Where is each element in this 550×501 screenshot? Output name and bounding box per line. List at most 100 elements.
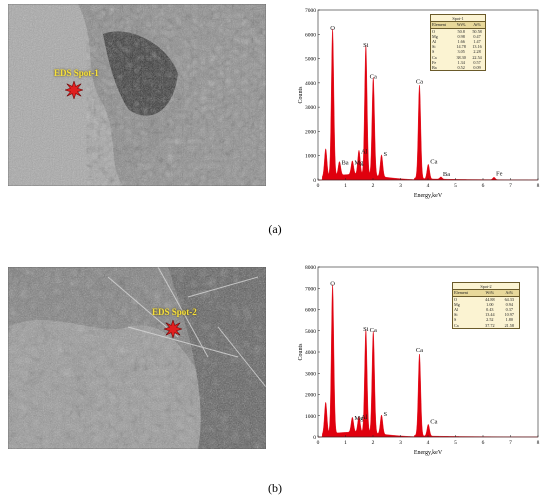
spot-marker-icon [65, 81, 83, 99]
table-cell: 0.43 [486, 307, 494, 313]
panel-a: EDS Spot-1 0 1 2 3 4 5 6 7 8 0 1000 2000 3000 4000 500… [0, 0, 550, 250]
table-title: Spot-2 [453, 283, 519, 290]
table-cell: 1.66 [457, 39, 465, 45]
x-tick-label: 6 [482, 183, 485, 189]
table-row: Mg 0.98 0.47 [431, 34, 485, 39]
y-tick-label: 3000 [305, 105, 316, 111]
table-cell: 1.80 [505, 317, 513, 323]
peak-label: Ca [430, 418, 437, 425]
table-cell: 1.34 [457, 59, 465, 65]
table-cell: O [454, 296, 458, 302]
table-cell: 22.54 [472, 54, 482, 60]
y-tick-label: 0 [313, 435, 316, 441]
spot-label-b: EDS Spot-2 [152, 307, 197, 317]
peak-label: Ba [443, 171, 450, 178]
spot-label-a: EDS Spot-1 [54, 68, 99, 78]
y-tick-label: 0 [313, 178, 316, 184]
sem-image-b [8, 267, 266, 449]
caption-a: (a) [268, 222, 282, 236]
y-axis-label: Counts [298, 86, 304, 104]
x-tick-label: 7 [509, 440, 512, 446]
table-row: O 50.8 50.58 [431, 28, 485, 34]
table-cell: 10.97 [504, 312, 514, 318]
table-row: Mg 1.00 0.94 [453, 302, 519, 307]
x-tick-label: 8 [537, 440, 540, 446]
peak-label: Mg [354, 159, 364, 166]
table-row: Al 0.43 0.37 [453, 307, 519, 312]
x-tick-label: 0 [317, 183, 320, 189]
table-cell: 14.78 [456, 44, 466, 50]
x-tick-label: 6 [482, 440, 485, 446]
eds-spectrum-a: 0 1 2 3 4 5 6 7 8 0 1000 2000 3000 4000 5000 6000 7000 En… [292, 2, 550, 202]
x-tick-label: 8 [537, 183, 540, 189]
table-row: Ba 0.52 0.09 [431, 65, 485, 70]
x-tick-label: 7 [509, 183, 512, 189]
table-row: Fe 1.34 0.57 [431, 60, 485, 65]
x-tick-label: 3 [399, 440, 402, 446]
x-tick-label: 5 [454, 183, 457, 189]
sem-micrograph-a [8, 4, 266, 186]
peak-label: Ca [416, 79, 423, 86]
peak-label: Al [361, 149, 368, 156]
x-tick-label: 2 [372, 183, 375, 189]
table-cell: 44.88 [485, 296, 495, 302]
table-cell: 0.98 [457, 33, 465, 39]
table-cell: 37.72 [485, 322, 495, 328]
x-tick-label: 4 [427, 440, 430, 446]
peak-label: Ca [430, 158, 437, 165]
y-tick-label: 1000 [305, 154, 316, 160]
peak-label: Ca [370, 74, 377, 81]
peak-label: S [384, 411, 388, 418]
peak-label: S [384, 151, 388, 158]
table-cell: Fe [432, 59, 437, 65]
table-cell: S [432, 49, 435, 55]
x-axis-label: Energy,keV [414, 450, 443, 456]
x-tick-label: 5 [454, 440, 457, 446]
peak-label: Al [361, 414, 368, 421]
table-cell: 0.94 [505, 301, 513, 307]
x-tick-label: 1 [344, 183, 347, 189]
spot-marker-icon [164, 320, 182, 338]
table-cell: Ba [432, 65, 437, 70]
table-header: At% [469, 22, 485, 29]
x-tick-label: 3 [399, 183, 402, 189]
y-tick-label: 4000 [305, 81, 316, 87]
table-cell: 21.58 [504, 322, 514, 328]
table-header: Wt% [453, 22, 470, 29]
table-row: Al 1.66 1.47 [431, 39, 485, 44]
y-axis-label: Counts [298, 343, 304, 361]
table-header: Element [431, 22, 454, 29]
table-cell: Mg [454, 301, 460, 307]
peak-label: O [330, 280, 335, 287]
table-cell: 2.52 [486, 317, 494, 323]
y-tick-label: 7000 [305, 286, 316, 292]
composition-table-a: Spot-1 Element Wt% At% O 50.8 50.58 Mg 0.98 0… [430, 14, 486, 72]
caption-b: (b) [268, 481, 282, 495]
x-tick-label: 4 [427, 183, 430, 189]
table-row: Ca 38.30 22.54 [431, 55, 485, 60]
table-header: At% [499, 290, 519, 297]
table-cell: Al [432, 39, 437, 45]
table-row: Si 14.78 13.16 [431, 44, 485, 49]
table-title: Spot-1 [431, 15, 485, 22]
table-cell: Si [454, 312, 458, 318]
table-row: Ca 37.72 21.58 [453, 323, 519, 328]
eds-spectrum-b: 0 1 2 3 4 5 6 7 8 0 1000 2000 3000 4000 5000 6000 7000 80… [292, 259, 550, 459]
table-row: S 3.05 2.28 [431, 49, 485, 54]
table-cell: 50.8 [457, 28, 465, 34]
x-tick-label: 1 [344, 440, 347, 446]
table-cell: Mg [432, 33, 438, 39]
table-cell: 0.37 [505, 307, 513, 313]
table-cell: 50.58 [472, 28, 482, 34]
table-cell: 1.47 [473, 39, 481, 45]
table-cell: 13.16 [472, 44, 482, 50]
table-cell: Si [432, 44, 436, 50]
table-cell: Al [454, 307, 459, 313]
y-tick-label: 7000 [305, 8, 316, 14]
table-cell: O [432, 28, 436, 34]
spectrum-area [318, 28, 539, 181]
y-tick-label: 5000 [305, 57, 316, 63]
peak-label: Ca [416, 347, 423, 354]
table-cell: 1.00 [486, 301, 494, 307]
peak-label: O [330, 25, 335, 32]
